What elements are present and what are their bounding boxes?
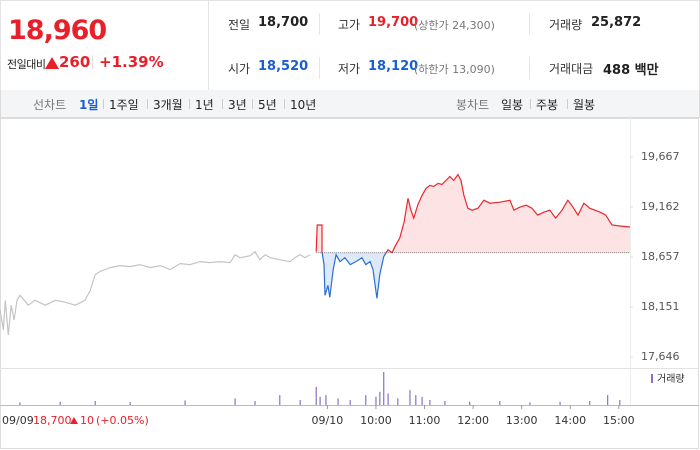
tab-separator	[222, 99, 223, 109]
current-price: 18,960	[8, 15, 107, 46]
tab-separator	[103, 99, 104, 109]
summary-label: 전일	[228, 18, 251, 32]
summary-limit: (하한가 13,090)	[414, 63, 495, 76]
prev-change: 10	[80, 414, 94, 427]
prev-close: 18,700	[33, 414, 72, 427]
y-tick-label: 18,151	[641, 300, 680, 313]
summary-value: 25,872	[591, 15, 642, 30]
tab-separator	[530, 99, 531, 109]
up-arrow	[45, 57, 59, 69]
y-tick-label: 19,162	[641, 200, 680, 213]
x-tick-label: 15:00	[603, 414, 635, 427]
legend-label: 거래량	[657, 373, 685, 385]
tab-separator	[284, 99, 285, 109]
summary-value: 488 백만	[603, 63, 659, 78]
tab-separator	[252, 99, 253, 109]
period-tab[interactable]: 1일	[79, 98, 99, 112]
separator	[92, 55, 93, 69]
x-tick-label: 14:00	[554, 414, 586, 427]
price-line	[315, 173, 631, 299]
legend-swatch	[651, 374, 653, 383]
tab-separator	[189, 99, 190, 109]
prev-date: 09/09	[2, 414, 34, 427]
period-tab[interactable]: 3년	[228, 98, 247, 112]
x-tick-label: 11:00	[409, 414, 441, 427]
candle-tab[interactable]: 일봉	[501, 98, 524, 112]
quote-header: 18,960 전일대비 260 +1.39% 전일 18,700 고가 19,7…	[0, 0, 700, 91]
price-line	[0, 250, 311, 335]
price-area	[316, 174, 630, 299]
y-tick-label: 19,667	[641, 150, 680, 163]
summary-value: 19,700	[368, 15, 419, 30]
quote-box: 18,960 전일대비 260 +1.39%	[1, 1, 209, 90]
summary-label: 거래대금	[549, 62, 594, 76]
period-tab[interactable]: 5년	[258, 98, 277, 112]
x-tick-label: 12:00	[457, 414, 489, 427]
summary-label: 시가	[228, 62, 251, 76]
change: 260	[59, 53, 91, 71]
summary-label: 저가	[338, 62, 361, 76]
tab-group-label: 봉차트	[456, 98, 490, 112]
tab-group-label: 선차트	[33, 98, 67, 112]
summary-value: 18,700	[258, 15, 309, 30]
summary-label: 고가	[338, 18, 361, 32]
summary-value: 18,120	[368, 59, 419, 74]
x-tick-label: 09/10	[312, 414, 344, 427]
candle-tab[interactable]: 월봉	[573, 98, 596, 112]
summary-limit: (상한가 24,300)	[414, 19, 495, 32]
summary-label: 거래량	[549, 18, 583, 32]
divider	[319, 57, 320, 79]
period-tab[interactable]: 3개월	[153, 98, 183, 112]
chart-frame	[0, 118, 699, 449]
candle-tab[interactable]: 주봉	[536, 98, 559, 112]
divider	[529, 13, 530, 35]
tab-separator	[567, 99, 568, 109]
divider	[319, 13, 320, 35]
y-tick-label: 17,646	[641, 350, 680, 363]
y-tick-label: 18,657	[641, 250, 680, 263]
x-tick-label: 13:00	[506, 414, 538, 427]
period-tab[interactable]: 1주일	[109, 98, 139, 112]
up-arrow	[70, 417, 78, 424]
divider	[529, 57, 530, 79]
prev-rate: (+0.05%)	[96, 414, 149, 427]
tab-separator	[147, 99, 148, 109]
change-label: 전일대비	[7, 58, 46, 71]
summary-value: 18,520	[258, 59, 309, 74]
change-rate: +1.39%	[99, 53, 164, 71]
x-tick-label: 10:00	[360, 414, 392, 427]
period-tab[interactable]: 10년	[290, 98, 317, 112]
period-tab[interactable]: 1년	[195, 98, 214, 112]
